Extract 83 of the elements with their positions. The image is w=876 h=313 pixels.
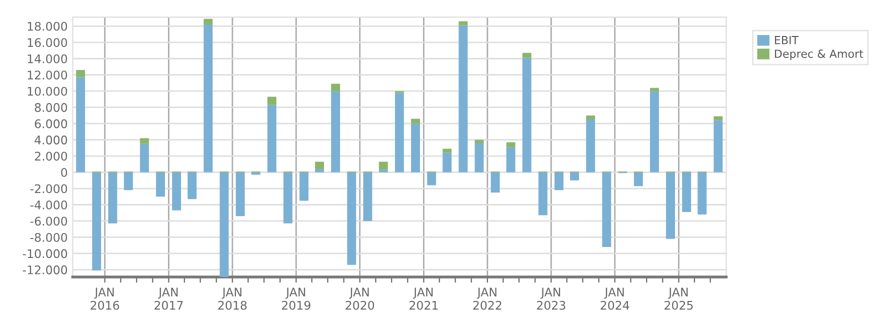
bar bbox=[267, 96, 276, 105]
y-tick-label: 8.000 bbox=[34, 103, 68, 112]
bar bbox=[602, 172, 612, 247]
bar bbox=[378, 170, 388, 172]
bar bbox=[442, 148, 452, 153]
bar bbox=[634, 172, 643, 186]
bar bbox=[331, 91, 340, 172]
bar bbox=[315, 162, 324, 170]
bar bbox=[76, 70, 86, 78]
y-tick-label: -12.000 bbox=[22, 265, 68, 274]
bar bbox=[650, 88, 659, 92]
y-tick-label: -10.000 bbox=[22, 249, 68, 258]
y-tick-label: -2.000 bbox=[30, 184, 68, 194]
legend-label: Deprec & Amort bbox=[774, 50, 864, 60]
bar bbox=[666, 172, 676, 239]
bar bbox=[554, 172, 564, 190]
bar bbox=[331, 84, 340, 92]
legend-label: EBIT bbox=[774, 36, 799, 44]
bar bbox=[682, 172, 692, 212]
y-tick-label: 6.000 bbox=[34, 119, 68, 128]
bar bbox=[204, 24, 213, 172]
bar bbox=[220, 172, 229, 278]
bar bbox=[108, 172, 118, 224]
bar bbox=[442, 152, 452, 172]
y-tick-label: -4.000 bbox=[30, 200, 68, 210]
y-tick-label: 14.000 bbox=[28, 54, 68, 64]
y-tick-label: 4.000 bbox=[34, 136, 68, 144]
bar bbox=[411, 124, 420, 172]
bar bbox=[506, 147, 516, 172]
bar bbox=[458, 21, 468, 26]
bar bbox=[188, 172, 197, 200]
y-tick-label: 18.000 bbox=[28, 22, 68, 31]
bar bbox=[586, 115, 596, 120]
bar bbox=[411, 118, 420, 124]
bar bbox=[283, 172, 292, 224]
bar bbox=[570, 172, 580, 180]
bar bbox=[474, 140, 484, 144]
x-tick-label: JAN 2024 bbox=[600, 288, 630, 310]
bar bbox=[522, 52, 532, 58]
x-tick-label: JAN 2025 bbox=[664, 288, 693, 310]
bar bbox=[76, 77, 86, 172]
x-tick-label: JAN 2018 bbox=[218, 288, 247, 310]
x-tick-label: JAN 2020 bbox=[346, 288, 374, 310]
bar bbox=[267, 104, 276, 172]
bar bbox=[506, 142, 516, 148]
x-tick-label: JAN 2017 bbox=[154, 288, 183, 310]
y-tick-label: -6.000 bbox=[30, 216, 68, 226]
y-tick-label: 0 bbox=[61, 168, 68, 177]
y-tick-label: 12.000 bbox=[28, 70, 68, 80]
bar bbox=[156, 172, 165, 197]
y-tick-label: 10.000 bbox=[28, 86, 68, 96]
bar bbox=[300, 172, 308, 201]
x-tick-label: JAN 2016 bbox=[90, 288, 120, 310]
bar bbox=[538, 172, 548, 216]
y-tick-label: 16.000 bbox=[28, 38, 68, 48]
x-tick-label: JAN 2019 bbox=[282, 288, 310, 310]
bar bbox=[474, 143, 484, 172]
bar bbox=[698, 172, 707, 214]
bar bbox=[650, 91, 659, 172]
bar bbox=[124, 172, 133, 190]
bar bbox=[714, 116, 723, 120]
bar bbox=[714, 120, 723, 172]
x-tick-label: JAN 2023 bbox=[536, 288, 566, 310]
bar bbox=[586, 120, 596, 172]
bar bbox=[140, 138, 149, 144]
y-tick-label: -8.000 bbox=[30, 232, 68, 242]
bar bbox=[347, 172, 356, 265]
bar bbox=[236, 172, 245, 216]
y-tick-label: 2.000 bbox=[34, 152, 68, 161]
bar bbox=[140, 144, 149, 172]
bar bbox=[204, 18, 213, 25]
bar bbox=[394, 92, 404, 172]
bar bbox=[427, 172, 436, 186]
bar bbox=[490, 172, 500, 193]
bar bbox=[458, 25, 468, 172]
bar bbox=[363, 172, 372, 221]
bar bbox=[315, 169, 324, 172]
x-tick-label: JAN 2022 bbox=[473, 288, 502, 310]
bar bbox=[378, 162, 388, 170]
x-tick-label: JAN 2021 bbox=[410, 288, 438, 310]
bar bbox=[172, 172, 182, 210]
bar bbox=[92, 172, 102, 271]
bar bbox=[522, 58, 532, 172]
